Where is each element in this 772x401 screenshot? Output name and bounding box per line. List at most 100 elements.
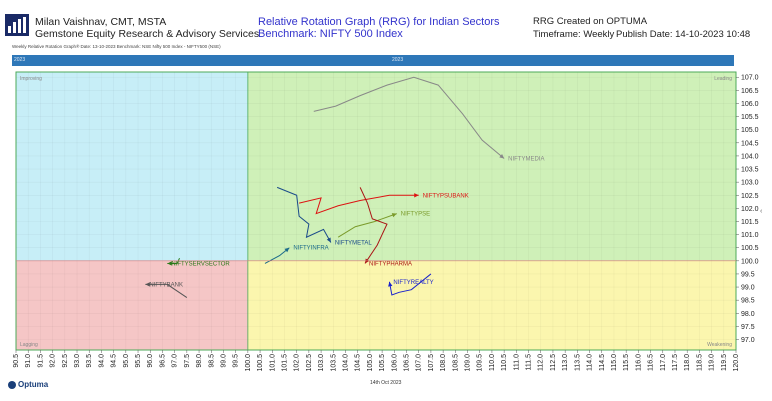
y-tick-label: 100.5: [741, 245, 759, 252]
y-tick-label: 99.0: [741, 285, 755, 292]
x-tick-label: 114.0: [587, 354, 594, 371]
label-niftyinfra: NIFTYINFRA: [293, 246, 328, 252]
head-niftymetal: [326, 237, 331, 243]
x-tick-label: 99.0: [220, 354, 227, 368]
x-tick-label: 109.5: [477, 354, 484, 372]
x-tick-label: 120.0: [733, 354, 740, 372]
quadrant-lagging: [16, 260, 248, 350]
x-tick-label: 108.5: [452, 354, 459, 372]
tail-niftymetal: [276, 186, 332, 243]
x-tick-label: 97.0: [172, 354, 179, 368]
label-niftypse: NIFTYPSE: [401, 212, 430, 218]
head-niftybank: [145, 282, 150, 287]
x-tick-label: 118.5: [696, 354, 703, 371]
timeline-bar[interactable]: 2023 2023: [12, 55, 734, 66]
x-tick-label: 115.0: [611, 354, 618, 371]
x-tick-label: 113.0: [562, 354, 569, 371]
chart-subtitle: Weekly Relative Rotation Graph® Date: 13…: [12, 44, 221, 49]
x-tick-label: 111.0: [513, 354, 520, 371]
label-niftyrealty: NIFTYREALTY: [393, 280, 433, 286]
x-tick-label: 107.5: [428, 354, 435, 372]
y-tick-label: 102.0: [741, 206, 759, 213]
head-niftyrealty: [388, 281, 393, 287]
x-tick-label: 114.5: [599, 354, 606, 371]
x-tick-label: 92.0: [50, 354, 57, 368]
x-tick-label: 100.0: [245, 354, 252, 372]
x-tick-label: 119.0: [709, 354, 716, 371]
chart-title: Relative Rotation Graph (RRG) for Indian…: [258, 16, 500, 28]
x-tick-label: 98.0: [196, 354, 203, 368]
x-tick-label: 103.0: [318, 354, 325, 372]
x-tick-label: 92.5: [62, 354, 69, 368]
x-tick-label: 106.0: [391, 354, 398, 372]
footer-date: 14th Oct 2023: [370, 380, 402, 386]
x-tick-label: 108.0: [440, 354, 447, 372]
x-tick-label: 104.0: [342, 354, 349, 372]
y-tick-label: 97.0: [741, 337, 755, 344]
x-tick-label: 117.0: [660, 354, 667, 371]
x-tick-label: 96.0: [147, 354, 154, 368]
x-tick-label: 105.0: [367, 354, 374, 372]
tail-niftybank: [145, 283, 188, 298]
x-tick-label: 90.5: [13, 354, 20, 368]
y-tick-label: 104.5: [741, 140, 759, 147]
optuma-brand: Optuma: [8, 380, 48, 389]
head-niftymedia: [499, 153, 505, 159]
y-tick-label: 98.5: [741, 298, 755, 305]
x-tick-label: 110.0: [489, 354, 496, 371]
timeline-label-left: 2023: [14, 57, 26, 63]
x-tick-label: 106.5: [404, 354, 411, 372]
tail-niftypsubank: [299, 194, 419, 215]
quadrant-improving: [16, 72, 248, 261]
tail-niftyrealty: [388, 273, 432, 296]
label-niftypharma: NIFTYPHARMA: [369, 261, 412, 267]
x-tick-label: 101.5: [281, 354, 288, 372]
optuma-label: Optuma: [18, 380, 49, 389]
timeline-label-mid: 2023: [392, 57, 404, 63]
label-niftyservsector: NIFTYSERVSECTOR: [171, 261, 230, 267]
y-tick-label: 101.5: [741, 219, 759, 226]
x-tick-label: 115.5: [623, 354, 630, 371]
quadrant-leading: [247, 72, 736, 261]
label-niftymedia: NIFTYMEDIA: [508, 157, 544, 163]
x-tick-label: 104.5: [355, 354, 362, 372]
x-tick-label: 116.5: [648, 354, 655, 371]
label-niftymetal: NIFTYMETAL: [335, 240, 373, 246]
x-tick-label: 94.5: [111, 354, 118, 368]
head-niftyservsector: [167, 261, 172, 266]
plot-frame: [15, 71, 737, 351]
quadrant-label: Weakening: [707, 342, 732, 348]
x-tick-label: 97.5: [184, 354, 191, 368]
y-tick-label: 102.5: [741, 193, 759, 200]
quadrant-label: Leading: [714, 76, 732, 82]
x-tick-label: 102.5: [306, 354, 313, 372]
y-tick-label: 104.0: [741, 153, 759, 160]
label-niftybank: NIFTYBANK: [149, 282, 183, 288]
label-niftypsubank: NIFTYPSUBANK: [423, 193, 469, 199]
x-tick-label: 93.0: [74, 354, 81, 368]
y-tick-label: 99.5: [741, 271, 755, 278]
y-tick-label: 98.0: [741, 311, 755, 318]
x-tick-label: 109.0: [465, 354, 472, 372]
header: Milan Vaishnav, CMT, MSTA Gemstone Equit…: [0, 0, 772, 40]
quadrant-label: Lagging: [20, 342, 38, 348]
quadrant-label: Improving: [20, 76, 42, 82]
tail-niftypse: [337, 213, 397, 238]
quadrant-weakening: [247, 260, 736, 350]
x-tick-label: 102.0: [294, 354, 301, 372]
head-niftypse: [391, 213, 397, 218]
publish-date: Publish Date: 14-10-2023 10:48: [616, 29, 751, 40]
benchmark: Benchmark: NIFTY 500 Index: [258, 28, 403, 40]
x-tick-label: 95.5: [135, 354, 142, 368]
x-tick-label: 107.0: [416, 354, 423, 372]
author: Milan Vaishnav, CMT, MSTA: [35, 16, 167, 28]
x-tick-label: 117.5: [672, 354, 679, 371]
x-tick-label: 95.0: [123, 354, 130, 368]
y-tick-label: 101.0: [741, 232, 759, 239]
expand-handle-icon[interactable]: ‹: [760, 208, 763, 215]
x-tick-label: 112.0: [538, 354, 545, 371]
head-niftypsubank: [414, 193, 419, 198]
x-tick-label: 105.5: [379, 354, 386, 372]
optuma-icon: [8, 380, 16, 389]
